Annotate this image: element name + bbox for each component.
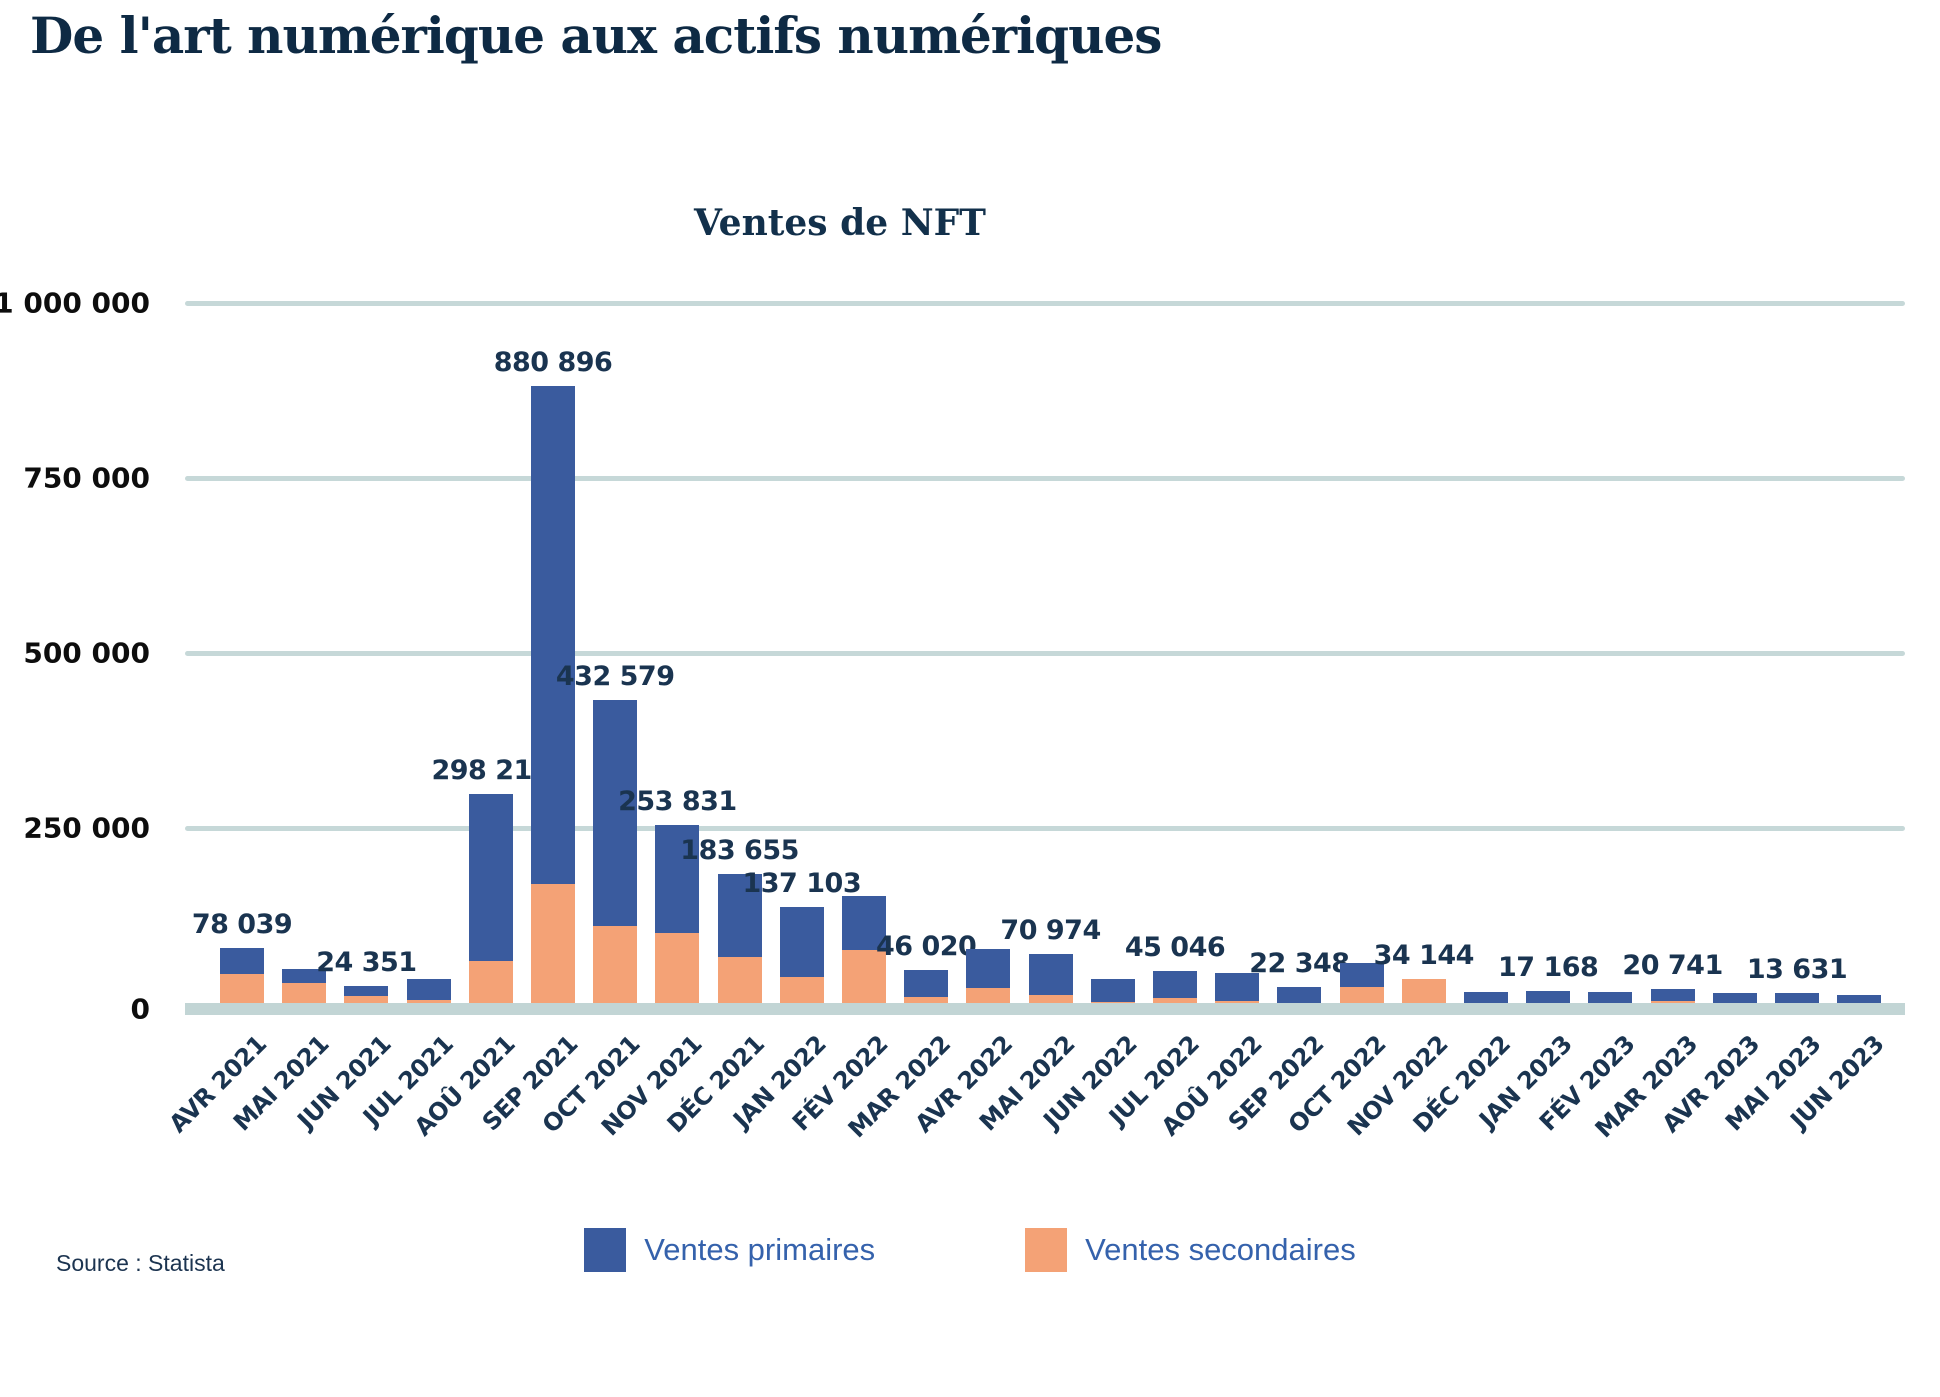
bar-value-label: 22 348 [1249,948,1350,979]
y-tick-label: 500 000 [23,636,150,670]
y-tick-label: 1 000 000 [0,286,150,320]
bar-segment-secondary [406,1000,451,1003]
bar-segment-primary [1153,971,1197,998]
bar-segment-secondary [717,957,762,1003]
bar-segment-secondary [966,988,1011,1003]
gridline [185,476,1905,481]
legend-swatch-primary-icon [584,1228,627,1272]
bar-segment-primary [1837,995,1882,1003]
bar-value-label: 20 741 [1622,950,1723,981]
bar-segment-secondary [531,884,575,1003]
gridline [185,826,1905,831]
source-note: Source : Statista [56,1250,225,1276]
bar-segment-secondary [468,961,513,1003]
bar-segment-primary [966,949,1011,988]
bar-value-label: 880 896 [493,347,613,378]
page-title: De l'art numérique aux actifs numériques [30,6,1162,65]
y-tick-label: 0 [130,992,150,1026]
bar-segment-primary [1775,993,1819,1003]
bar-value-label: 34 144 [1373,940,1475,971]
legend-swatch-secondary-icon [1025,1228,1068,1272]
bar-segment-secondary [1090,1002,1135,1003]
legend-item-secondary: Ventes secondaires [1025,1228,1356,1272]
bar-segment-primary [1090,979,1135,1002]
bar-value-label: 183 655 [680,835,799,866]
bar-value-label: 45 046 [1124,932,1226,963]
y-tick-label: 250 000 [23,811,150,845]
bar-segment-primary [1339,963,1384,987]
bar-segment-secondary [1339,987,1384,1003]
bar-segment-primary [344,986,389,996]
gridline [185,651,1905,656]
bar-segment-primary [468,794,513,961]
legend-label-primary: Ventes primaires [644,1232,876,1267]
legend: Ventes primaires Ventes secondaires [0,1228,1940,1272]
bar-segment-secondary [220,974,264,1003]
bar-segment-primary [531,386,575,884]
legend-label-secondary: Ventes secondaires [1085,1232,1356,1267]
bar-segment-primary [655,825,700,933]
bar-segment-secondary [1153,998,1197,1003]
bar-segment-primary [406,979,451,1000]
bar-segment-secondary [655,933,700,1003]
bar-segment-primary [842,896,886,950]
bar-value-label: 13 631 [1746,954,1848,985]
bar-segment-secondary [344,996,389,1003]
bar-segment-primary [717,874,762,957]
bar-segment-secondary [593,926,638,1003]
bar-segment-primary [1588,992,1633,1003]
chart-title: Ventes de NFT [694,202,986,244]
bar-segment-secondary [1650,1001,1695,1003]
bar-segment-primary [1028,954,1073,995]
bar-segment-primary [1712,993,1757,1003]
bar-segment-primary [1464,992,1508,1003]
bar-value-label: 432 579 [555,661,675,692]
plot-area: 78 039 AVR 2021 MAI 2021 24 351 JUN 2021 JUL … [164,301,1905,1143]
bar-segment-secondary [779,977,824,1003]
bar-value-label: 46 020 [876,931,977,962]
x-axis-baseline [185,1003,1905,1015]
bar-segment-secondary [1028,995,1073,1003]
bar-segment-primary [1650,989,1695,1001]
bar-segment-primary [593,700,638,926]
bar-segment-secondary [1401,979,1446,1003]
bar-segment-primary [1277,987,1322,1003]
bar-segment-secondary [282,983,327,1003]
bar-segment-primary [1526,991,1571,1003]
bar-value-label: 137 103 [742,868,862,899]
bar-segment-primary [1215,973,1260,1001]
bar-value-label: 253 831 [618,786,737,817]
bar-segment-secondary [842,950,886,1003]
bar-segment-secondary [1215,1001,1260,1003]
bar-value-label: 24 351 [316,947,417,978]
bar-segment-primary [904,970,949,997]
bar-segment-primary [779,907,824,977]
bar-segment-primary [282,969,327,983]
y-tick-label: 750 000 [23,461,150,495]
bar-value-label: 78 039 [191,909,293,940]
y-axis: 1 000 000 750 000 500 000 250 000 0 [0,287,150,1026]
bar-value-label: 298 210 [431,755,551,786]
legend-item-primary: Ventes primaires [584,1228,875,1272]
bar-value-label: 70 974 [1000,915,1101,946]
bar-value-label: 17 168 [1498,952,1599,983]
gridline [185,301,1905,306]
bar-segment-secondary [904,997,949,1003]
bar-segment-primary [220,948,264,974]
